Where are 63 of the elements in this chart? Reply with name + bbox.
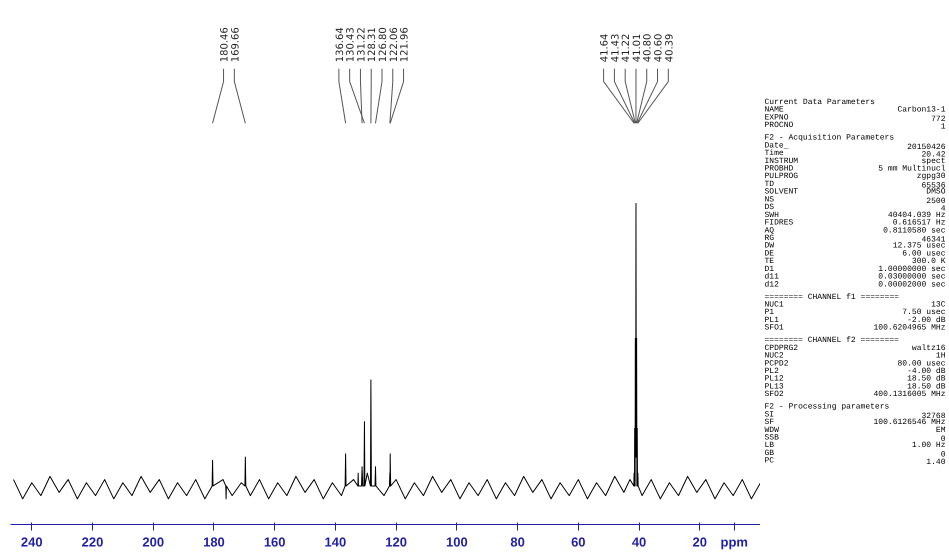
annotation: 41.64 [600, 34, 611, 62]
text: d12 0.00002000 sec [764, 280, 946, 290]
text: NUC1 13C [764, 300, 946, 310]
annotation: 41.43 [610, 34, 622, 62]
annotation: 180.46 [220, 27, 231, 62]
text: PC 1.40 [764, 456, 946, 468]
text: d11 0.03000000 sec [764, 272, 946, 282]
x-tick-label: 240 [20, 534, 43, 550]
text: SF 100.6126546 MHz [764, 418, 946, 428]
text: D1 1.00000000 sec [764, 264, 946, 274]
x-tick-label: 140 [324, 534, 346, 550]
annotation: 169.66 [230, 27, 242, 62]
text: INSTRUM spect [764, 156, 946, 166]
text: NAME Carbon13-1 [764, 106, 946, 115]
x-tick-label: 200 [142, 534, 164, 550]
text: ======== CHANNEL f1 ======== [764, 292, 900, 302]
text: PL12 18.50 dB [764, 374, 946, 384]
text: TE 300.0 K [764, 257, 946, 266]
annotation: 136.64 [334, 27, 346, 62]
annotation: 41.22 [621, 34, 632, 62]
x-tick-label: 60 [571, 534, 586, 550]
text: SFO1 100.6204965 MHz [764, 324, 946, 333]
text: AQ 0.8110580 sec [764, 226, 946, 236]
text: PULPROG zgpg30 [764, 172, 946, 182]
x-tick-label: 20 [692, 534, 708, 550]
x-tick-label: 80 [510, 534, 525, 550]
text: LB 1.00 Hz [764, 441, 946, 450]
x-tick-label: 220 [82, 534, 104, 550]
annotation: 40.80 [642, 34, 654, 62]
x-tick-label: 100 [446, 534, 468, 550]
text: SWH 40404.039 Hz [764, 210, 946, 220]
text: FIDRES 0.616517 Hz [764, 218, 946, 228]
annotation: 130.43 [346, 27, 357, 62]
annotation: 126.80 [378, 27, 389, 62]
x-tick-label: 120 [385, 534, 407, 550]
text: SOLVENT DMSO [764, 188, 946, 197]
annotation: 40.60 [654, 34, 665, 62]
text: DE 6.00 usec [764, 249, 946, 258]
x-tick-label: 160 [264, 534, 286, 550]
annotation: 40.39 [664, 34, 676, 62]
text: NUC2 1H [764, 352, 946, 361]
text: ======== CHANNEL f2 ======== [764, 336, 900, 346]
text: PROCNO 1 [764, 121, 946, 132]
text: PCPD2 80.00 usec [764, 359, 946, 368]
annotation: 131.22 [356, 27, 368, 62]
x-tick-label: 40 [632, 534, 646, 550]
text: DW 12.375 usec [764, 242, 946, 251]
annotation: 41.01 [632, 34, 643, 62]
text: PL13 18.50 dB [764, 382, 946, 392]
annotation: 122.06 [388, 27, 400, 62]
annotation: 128.31 [367, 27, 378, 62]
text: P1 7.50 usec [764, 308, 946, 318]
text: CPDPRG2 waltz16 [764, 344, 946, 353]
annotation: 121.96 [400, 27, 411, 62]
text: PROBHD 5 mm Multinucl [764, 164, 946, 174]
text: F2 - Acquisition Parameters [764, 134, 894, 143]
text: SFO2 400.1316005 MHz [764, 390, 946, 400]
text: WDW EM [764, 426, 946, 435]
text: F2 - Processing parameters [764, 402, 890, 412]
text: PL1 -2.00 dB [764, 316, 946, 325]
x-tick-label: 180 [203, 534, 225, 550]
text: Current Data Parameters [764, 98, 876, 107]
x-axis-title: ppm [720, 534, 748, 550]
